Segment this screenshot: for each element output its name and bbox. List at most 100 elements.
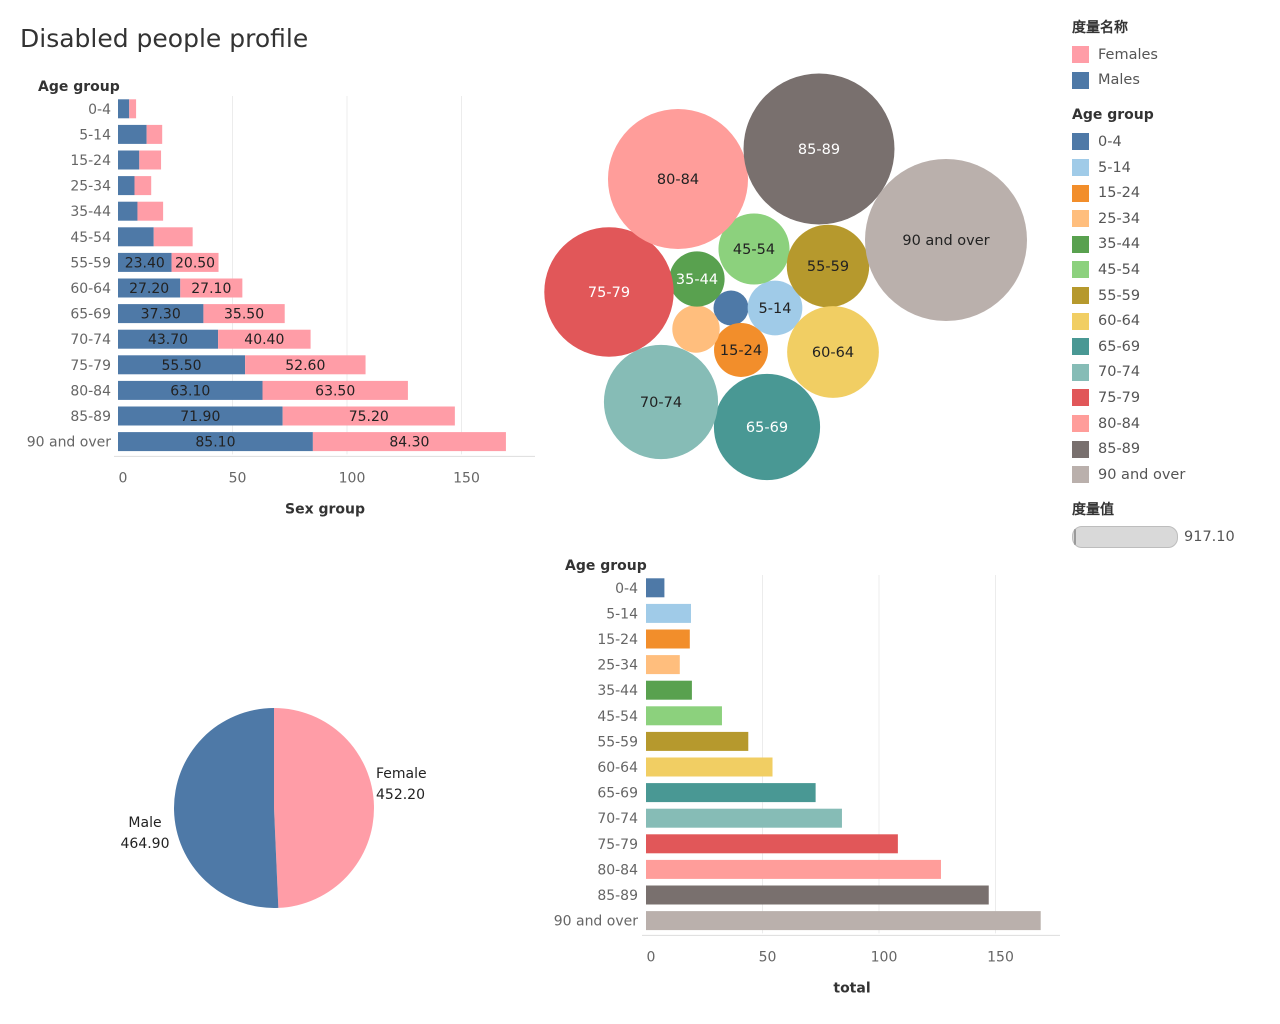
bar-females[interactable] (146, 124, 163, 144)
bar-total[interactable] (646, 911, 1041, 931)
bar-males[interactable] (118, 380, 263, 400)
stacked-bar-chart: Age group 0 50 100 150 Sex group 0-4 5-14 15-24 2… (27, 79, 535, 517)
bar-females[interactable] (218, 329, 311, 349)
bar-total[interactable] (646, 731, 749, 751)
legend-swatch (1072, 389, 1089, 407)
bar-males[interactable] (118, 201, 138, 221)
legend-item[interactable]: 15-24 (1072, 180, 1272, 206)
bar-females[interactable] (262, 380, 408, 400)
bar-males[interactable] (118, 252, 172, 272)
category-header: Age group (565, 558, 647, 574)
legend-item[interactable]: 80-84 (1072, 411, 1272, 437)
bubble[interactable] (544, 227, 674, 357)
legend-label: 35-44 (1098, 236, 1141, 253)
bubble[interactable] (865, 159, 1027, 321)
bubble[interactable] (787, 306, 879, 398)
bar-value-label: 43.70 (148, 332, 188, 348)
bar-total[interactable] (646, 757, 773, 777)
legend-item[interactable]: 45-54 (1072, 257, 1272, 283)
legend-item[interactable]: 85-89 (1072, 436, 1272, 462)
bubble[interactable] (713, 290, 749, 326)
pie-slice[interactable] (173, 708, 279, 908)
bar-total[interactable] (646, 885, 989, 905)
category-label: 65-69 (70, 307, 111, 323)
bar-value-label: 23.40 (125, 255, 165, 271)
bar-males[interactable] (118, 124, 147, 144)
bar-total[interactable] (646, 706, 722, 726)
bar-value-label: 63.50 (315, 383, 355, 399)
bar-males[interactable] (118, 278, 181, 298)
bubble[interactable] (672, 305, 720, 353)
bar-females[interactable] (171, 252, 219, 272)
legend-item[interactable]: 5-14 (1072, 155, 1272, 181)
legend-item[interactable]: 25-34 (1072, 206, 1272, 232)
category-label: 45-54 (597, 709, 638, 725)
legend-label: 25-34 (1098, 210, 1141, 227)
bar-males[interactable] (118, 227, 154, 247)
legend-item[interactable]: 35-44 (1072, 232, 1272, 258)
value-range-slider[interactable]: 917.10 (1072, 524, 1272, 550)
legend-label: 15-24 (1098, 185, 1141, 202)
legend-item[interactable]: 65-69 (1072, 334, 1272, 360)
legend-label: 85-89 (1098, 441, 1141, 458)
bar-total[interactable] (646, 578, 665, 598)
bubble[interactable] (747, 280, 803, 336)
category-label: 90 and over (27, 435, 112, 451)
bar-males[interactable] (118, 329, 219, 349)
bar-total[interactable] (646, 783, 816, 803)
category-label: 15-24 (70, 153, 111, 169)
bar-females[interactable] (137, 201, 164, 221)
legend-item[interactable]: 75-79 (1072, 385, 1272, 411)
bubble[interactable] (718, 213, 790, 285)
bubble-label: 75-79 (588, 285, 630, 301)
category-label: 25-34 (597, 658, 638, 674)
bar-total[interactable] (646, 680, 692, 700)
bar-females[interactable] (153, 227, 193, 247)
bar-males[interactable] (118, 432, 313, 452)
bar-males[interactable] (118, 406, 283, 426)
bar-females[interactable] (312, 432, 506, 452)
legend-item[interactable]: 70-74 (1072, 360, 1272, 386)
bar-total[interactable] (646, 655, 680, 675)
bar-males[interactable] (118, 176, 135, 196)
bar-total[interactable] (646, 834, 898, 854)
category-label: 90 and over (554, 914, 639, 930)
total-bar-chart: Age group 0 50 100 150 total 0-4 5-14 15-24 25-34… (554, 558, 1060, 996)
bar-males[interactable] (118, 99, 130, 119)
bubble[interactable] (714, 323, 768, 377)
bar-total[interactable] (646, 603, 691, 623)
legend-item[interactable]: Females (1072, 42, 1272, 68)
legend-item[interactable]: 90 and over (1072, 462, 1272, 488)
bar-females[interactable] (134, 176, 152, 196)
legend-swatch (1072, 287, 1089, 305)
legend-item[interactable]: 60-64 (1072, 308, 1272, 334)
slider-track[interactable] (1072, 525, 1178, 548)
pie-slice[interactable] (274, 708, 374, 908)
bubble[interactable] (786, 224, 870, 308)
bar-females[interactable] (129, 99, 137, 119)
bar-total[interactable] (646, 859, 941, 879)
bar-value-label: 52.60 (285, 358, 325, 374)
bubble[interactable] (669, 251, 725, 307)
bar-females[interactable] (245, 355, 366, 375)
legend-label: 70-74 (1098, 364, 1141, 381)
bubble[interactable] (603, 344, 719, 460)
bubble[interactable] (713, 373, 821, 481)
bubble[interactable] (743, 73, 895, 225)
bar-males[interactable] (118, 150, 140, 170)
bubble[interactable] (607, 108, 749, 250)
category-label: 0-4 (615, 581, 638, 597)
legend-item[interactable]: Males (1072, 68, 1272, 94)
legend-item[interactable]: 55-59 (1072, 283, 1272, 309)
bar-females[interactable] (203, 304, 285, 324)
legend-label: Males (1098, 72, 1140, 89)
bar-females[interactable] (282, 406, 455, 426)
bar-total[interactable] (646, 808, 842, 828)
bar-males[interactable] (118, 355, 246, 375)
legend-item[interactable]: 0-4 (1072, 129, 1272, 155)
bubble-label: 80-84 (657, 172, 699, 188)
bar-males[interactable] (118, 304, 204, 324)
bar-total[interactable] (646, 629, 690, 649)
bar-females[interactable] (139, 150, 162, 170)
bar-females[interactable] (180, 278, 243, 298)
